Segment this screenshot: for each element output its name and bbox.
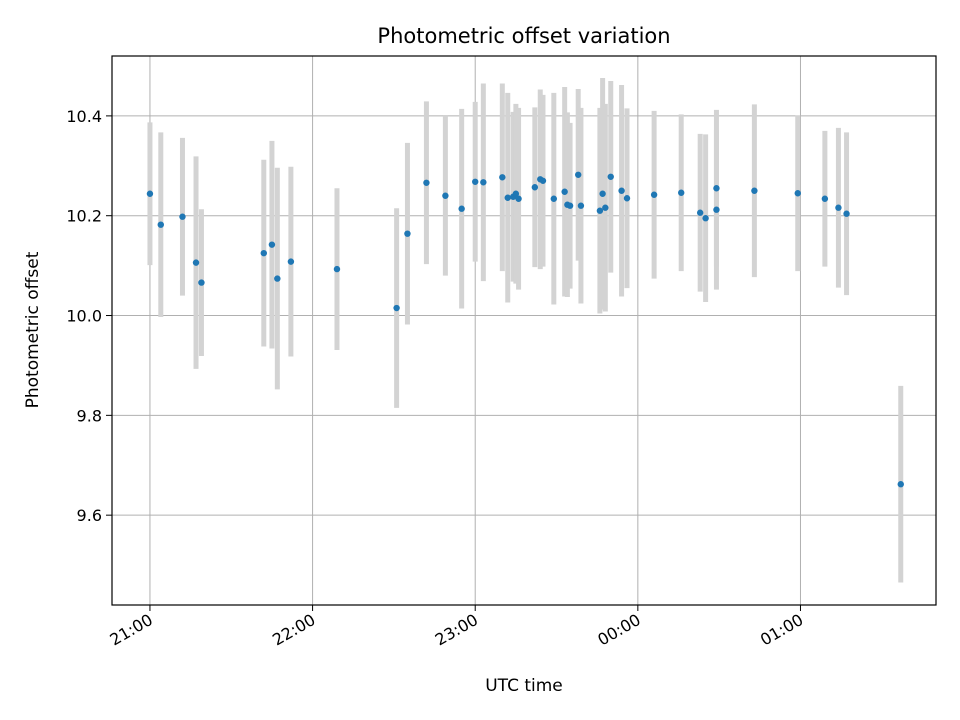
data-point	[897, 481, 904, 488]
y-tick-label: 9.6	[77, 506, 102, 525]
data-point	[504, 194, 511, 201]
data-point	[531, 184, 539, 191]
data-point	[274, 275, 281, 282]
data-point	[146, 190, 154, 197]
data-point	[713, 206, 720, 213]
data-point	[599, 190, 606, 197]
data-point	[333, 265, 341, 273]
y-axis-label: Photometric offset	[23, 251, 43, 408]
data-point	[157, 221, 164, 228]
data-point	[713, 185, 720, 192]
data-point	[575, 171, 582, 178]
data-point	[751, 187, 758, 194]
data-point	[512, 190, 520, 197]
data-point	[499, 174, 506, 181]
data-point	[404, 230, 411, 237]
data-point	[650, 191, 658, 198]
data-point	[198, 279, 205, 286]
data-point	[539, 177, 547, 184]
data-point	[702, 215, 709, 222]
data-point	[550, 195, 558, 202]
data-points	[146, 171, 904, 488]
data-point	[607, 173, 614, 180]
data-point	[696, 209, 704, 216]
y-tick-label: 10.2	[66, 207, 102, 226]
data-point	[623, 195, 631, 202]
data-point	[835, 204, 842, 211]
data-point	[179, 213, 186, 220]
data-point	[423, 179, 430, 186]
y-tick-label: 10.0	[66, 307, 102, 326]
data-point	[596, 207, 604, 214]
data-point	[442, 192, 449, 199]
chart-title: Photometric offset variation	[377, 24, 670, 48]
plot-frame	[111, 55, 937, 606]
data-point	[268, 241, 276, 248]
y-tick-label: 9.8	[77, 406, 102, 425]
data-point	[618, 187, 625, 194]
data-point	[472, 178, 479, 185]
data-point	[602, 204, 609, 211]
data-point	[287, 258, 295, 265]
data-point	[843, 210, 850, 217]
y-axis-ticks: 9.6 9.8 10.0 10.2 10.4	[66, 107, 112, 525]
data-point	[458, 205, 465, 212]
data-point	[678, 189, 685, 196]
data-point	[515, 195, 522, 202]
data-point	[821, 195, 829, 202]
data-point	[794, 190, 801, 197]
data-point	[480, 179, 487, 186]
data-point	[561, 188, 568, 195]
data-point	[577, 202, 585, 209]
data-point	[260, 249, 267, 257]
x-axis-label: UTC time	[485, 676, 563, 696]
y-tick-label: 10.4	[66, 107, 102, 126]
data-point	[566, 202, 574, 209]
data-point	[192, 259, 200, 266]
data-point	[393, 304, 400, 312]
